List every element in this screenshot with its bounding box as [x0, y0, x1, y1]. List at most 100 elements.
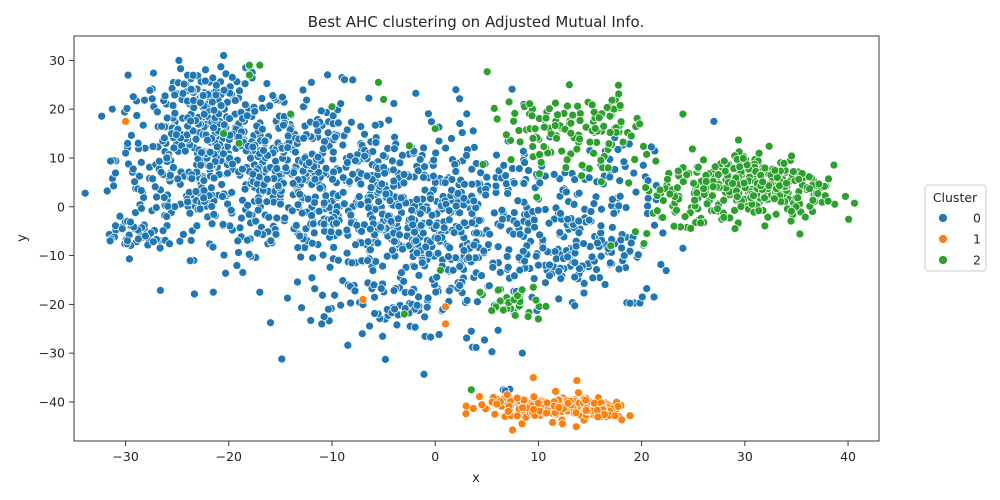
point-cluster-0 — [311, 119, 321, 129]
point-cluster-0 — [462, 151, 471, 160]
point-cluster-0 — [502, 252, 512, 261]
point-cluster-0 — [174, 56, 184, 65]
point-cluster-0 — [515, 229, 525, 239]
point-cluster-0 — [584, 173, 594, 183]
point-cluster-0 — [524, 166, 533, 175]
point-cluster-0 — [131, 208, 140, 217]
point-cluster-2 — [551, 98, 560, 108]
point-cluster-2 — [678, 109, 688, 119]
point-cluster-0 — [217, 180, 227, 189]
point-cluster-0 — [433, 248, 443, 258]
point-cluster-0 — [158, 226, 168, 236]
point-cluster-2 — [739, 178, 749, 188]
point-cluster-0 — [433, 233, 443, 243]
point-cluster-0 — [185, 208, 195, 218]
point-cluster-0 — [621, 203, 631, 212]
point-cluster-0 — [216, 62, 226, 72]
point-cluster-2 — [787, 151, 796, 161]
point-cluster-2 — [577, 160, 587, 170]
point-cluster-0 — [291, 221, 301, 230]
point-cluster-0 — [186, 116, 195, 126]
points-layer — [80, 51, 859, 435]
point-cluster-0 — [357, 329, 367, 339]
point-cluster-0 — [596, 251, 606, 261]
point-cluster-0 — [376, 284, 386, 293]
point-cluster-0 — [489, 208, 499, 218]
point-cluster-0 — [389, 286, 399, 295]
point-cluster-2 — [794, 174, 804, 184]
point-cluster-2 — [513, 291, 522, 301]
point-cluster-0 — [507, 84, 517, 94]
point-cluster-0 — [209, 123, 218, 133]
point-cluster-2 — [596, 177, 606, 187]
point-cluster-0 — [600, 280, 610, 289]
point-cluster-0 — [493, 325, 503, 335]
point-cluster-0 — [451, 253, 460, 263]
point-cluster-0 — [562, 187, 571, 197]
point-cluster-0 — [482, 172, 492, 182]
point-cluster-0 — [147, 94, 157, 104]
point-cluster-0 — [102, 186, 112, 196]
point-cluster-0 — [293, 200, 303, 210]
point-cluster-0 — [484, 240, 493, 249]
point-cluster-0 — [420, 162, 429, 172]
point-cluster-0 — [199, 109, 209, 119]
point-cluster-2 — [760, 163, 770, 173]
point-cluster-0 — [462, 109, 472, 119]
point-cluster-0 — [389, 176, 399, 186]
point-cluster-2 — [584, 164, 594, 173]
point-cluster-2 — [286, 109, 296, 119]
point-cluster-0 — [125, 254, 134, 264]
point-cluster-0 — [432, 272, 442, 282]
point-cluster-1 — [441, 319, 450, 329]
point-cluster-0 — [392, 320, 402, 330]
point-cluster-0 — [596, 221, 606, 231]
point-cluster-0 — [242, 235, 252, 245]
point-cluster-2 — [565, 80, 574, 90]
point-cluster-0 — [646, 142, 656, 152]
point-cluster-2 — [672, 205, 681, 215]
point-cluster-0 — [412, 300, 422, 310]
point-cluster-0 — [424, 249, 434, 259]
point-cluster-2 — [535, 169, 544, 179]
point-cluster-0 — [570, 301, 580, 311]
point-cluster-0 — [348, 169, 357, 179]
point-cluster-0 — [429, 155, 439, 165]
point-cluster-0 — [588, 273, 598, 283]
point-cluster-0 — [348, 75, 358, 85]
point-cluster-0 — [299, 133, 308, 143]
point-cluster-0 — [196, 160, 206, 170]
point-cluster-0 — [354, 192, 364, 201]
point-cluster-0 — [240, 184, 250, 194]
point-cluster-0 — [346, 210, 356, 220]
point-cluster-0 — [310, 284, 320, 294]
point-cluster-0 — [345, 177, 354, 186]
point-cluster-0 — [459, 193, 469, 203]
point-cluster-0 — [535, 230, 544, 240]
point-cluster-0 — [468, 126, 478, 136]
point-cluster-0 — [356, 179, 366, 189]
x-tick-label: 40 — [840, 449, 856, 464]
point-cluster-0 — [228, 159, 237, 169]
point-cluster-2 — [515, 137, 525, 147]
point-cluster-0 — [592, 265, 601, 274]
point-cluster-1 — [529, 392, 539, 402]
point-cluster-0 — [445, 243, 455, 253]
point-cluster-0 — [419, 173, 428, 182]
point-cluster-0 — [420, 312, 429, 322]
point-cluster-0 — [235, 223, 245, 233]
point-cluster-2 — [719, 213, 729, 222]
y-tick-label: −40 — [39, 394, 65, 409]
point-cluster-0 — [643, 201, 652, 211]
point-cluster-2 — [730, 224, 740, 233]
point-cluster-2 — [713, 170, 723, 179]
point-cluster-2 — [590, 124, 600, 133]
point-cluster-0 — [638, 160, 648, 170]
point-cluster-0 — [605, 172, 615, 182]
point-cluster-0 — [307, 211, 316, 220]
point-cluster-0 — [485, 229, 495, 239]
point-cluster-0 — [444, 215, 454, 225]
point-cluster-0 — [145, 86, 155, 95]
point-cluster-0 — [138, 120, 148, 130]
point-cluster-2 — [466, 385, 476, 395]
